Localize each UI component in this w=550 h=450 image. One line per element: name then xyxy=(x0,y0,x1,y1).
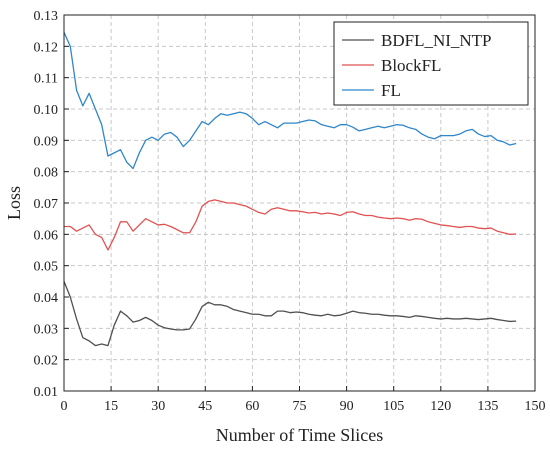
legend-label: BlockFL xyxy=(381,56,441,75)
y-tick-label: 0.05 xyxy=(34,260,59,275)
y-tick-label: 0.07 xyxy=(34,197,59,212)
series-line-bdfl-ni-ntp xyxy=(63,281,517,347)
legend-box xyxy=(333,21,529,106)
x-tick-label: 90 xyxy=(340,399,354,414)
y-tick-label: 0.01 xyxy=(34,385,59,400)
y-tick-label: 0.04 xyxy=(34,291,59,306)
y-tick-label: 0.02 xyxy=(34,354,59,369)
y-tick-label: 0.11 xyxy=(34,72,58,87)
y-tick-label: 0.06 xyxy=(34,228,59,243)
legend-label: BDFL_NI_NTP xyxy=(381,31,492,50)
legend-items: BDFL_NI_NTP BlockFL FL xyxy=(342,31,492,100)
x-tick-label: 15 xyxy=(104,399,118,414)
x-tick-label: 75 xyxy=(293,399,307,414)
axis-ticks: 0 15 30 45 60 75 90 105 120 135 150 0.01 0.02 0.03 0.0… xyxy=(34,9,546,414)
x-tick-label: 60 xyxy=(245,399,259,414)
x-tick-label: 105 xyxy=(383,399,404,414)
x-tick-label: 135 xyxy=(477,399,498,414)
series-line-blockfl xyxy=(64,199,517,251)
x-tick-label: 30 xyxy=(151,399,165,414)
series-line-fl xyxy=(63,31,517,170)
x-axis-title: Number of Time Slices xyxy=(216,425,384,445)
x-tick-label: 0 xyxy=(61,399,68,414)
y-tick-label: 0.03 xyxy=(34,322,59,337)
y-tick-label: 0.13 xyxy=(34,9,59,24)
series-lines xyxy=(63,31,517,347)
x-tick-label: 120 xyxy=(430,399,451,414)
y-tick-label: 0.09 xyxy=(34,134,59,149)
y-tick-label: 0.12 xyxy=(34,40,59,55)
legend-label: FL xyxy=(381,81,401,100)
x-tick-label: 45 xyxy=(198,399,212,414)
x-tick-label: 150 xyxy=(525,399,546,414)
y-axis-title: Loss xyxy=(4,186,24,220)
y-tick-label: 0.10 xyxy=(34,103,59,118)
legend: BDFL_NI_NTP BlockFL FL xyxy=(333,21,529,106)
y-tick-label: 0.08 xyxy=(34,166,59,181)
